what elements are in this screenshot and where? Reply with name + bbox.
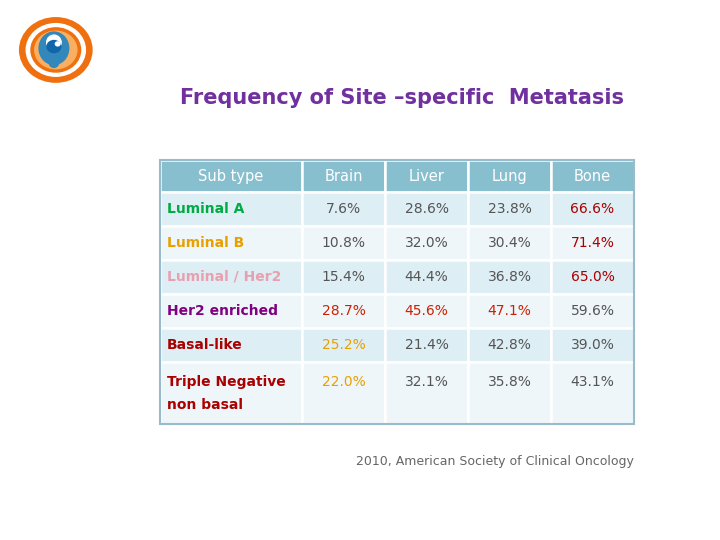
Text: Brain: Brain [324,168,363,184]
Circle shape [55,41,60,46]
Text: 30.4%: 30.4% [487,236,531,250]
FancyBboxPatch shape [385,192,468,226]
Text: Luminal A: Luminal A [167,201,244,215]
FancyBboxPatch shape [385,328,468,362]
Text: 35.8%: 35.8% [487,375,531,389]
FancyBboxPatch shape [302,160,385,192]
Text: 32.0%: 32.0% [405,236,449,250]
FancyBboxPatch shape [551,328,634,362]
Text: 66.6%: 66.6% [570,201,615,215]
FancyBboxPatch shape [551,362,634,424]
FancyBboxPatch shape [302,260,385,294]
FancyBboxPatch shape [551,294,634,328]
Text: Her2 enriched: Her2 enriched [167,304,278,318]
FancyBboxPatch shape [160,328,302,362]
Ellipse shape [30,27,81,73]
Text: 44.4%: 44.4% [405,270,449,284]
Text: 2010, American Society of Clinical Oncology: 2010, American Society of Clinical Oncol… [356,455,634,468]
Ellipse shape [34,31,78,69]
Text: 39.0%: 39.0% [571,338,614,352]
Text: Basal-like: Basal-like [167,338,243,352]
FancyBboxPatch shape [468,362,551,424]
FancyBboxPatch shape [302,192,385,226]
Text: Luminal B: Luminal B [167,236,244,250]
Text: Frequency of Site –specific  Metatasis: Frequency of Site –specific Metatasis [181,87,624,107]
FancyBboxPatch shape [302,226,385,260]
Text: 42.8%: 42.8% [487,338,531,352]
FancyBboxPatch shape [385,362,468,424]
Text: 28.6%: 28.6% [405,201,449,215]
FancyBboxPatch shape [468,260,551,294]
Text: 43.1%: 43.1% [571,375,614,389]
Text: 45.6%: 45.6% [405,304,449,318]
Text: 25.2%: 25.2% [322,338,366,352]
Ellipse shape [46,35,62,51]
Text: Bone: Bone [574,168,611,184]
FancyBboxPatch shape [302,362,385,424]
FancyBboxPatch shape [468,328,551,362]
FancyBboxPatch shape [160,294,302,328]
FancyBboxPatch shape [302,294,385,328]
Text: non basal: non basal [167,398,243,412]
FancyBboxPatch shape [160,226,302,260]
Text: 28.7%: 28.7% [322,304,366,318]
FancyBboxPatch shape [385,226,468,260]
Text: 7.6%: 7.6% [326,201,361,215]
FancyBboxPatch shape [468,294,551,328]
Circle shape [46,40,61,53]
FancyBboxPatch shape [551,260,634,294]
FancyBboxPatch shape [385,260,468,294]
Text: Triple Negative: Triple Negative [167,375,286,389]
Ellipse shape [26,23,86,77]
Text: Sub type: Sub type [198,168,264,184]
FancyBboxPatch shape [468,192,551,226]
FancyBboxPatch shape [468,160,551,192]
FancyBboxPatch shape [551,160,634,192]
FancyBboxPatch shape [160,260,302,294]
Text: 23.8%: 23.8% [487,201,531,215]
Text: 32.1%: 32.1% [405,375,449,389]
FancyBboxPatch shape [302,328,385,362]
FancyBboxPatch shape [385,294,468,328]
FancyBboxPatch shape [160,362,302,424]
FancyBboxPatch shape [160,192,302,226]
Ellipse shape [19,17,93,83]
Ellipse shape [38,31,69,65]
Text: 65.0%: 65.0% [571,270,614,284]
Text: 21.4%: 21.4% [405,338,449,352]
Text: Luminal / Her2: Luminal / Her2 [167,270,282,284]
Text: 47.1%: 47.1% [487,304,531,318]
FancyBboxPatch shape [385,160,468,192]
FancyBboxPatch shape [551,226,634,260]
FancyBboxPatch shape [551,192,634,226]
FancyBboxPatch shape [468,226,551,260]
Text: 22.0%: 22.0% [322,375,366,389]
Text: 15.4%: 15.4% [322,270,366,284]
FancyBboxPatch shape [160,160,302,192]
Text: Liver: Liver [409,168,444,184]
Ellipse shape [48,56,60,68]
Text: 36.8%: 36.8% [487,270,531,284]
Text: Lung: Lung [492,168,528,184]
Text: 59.6%: 59.6% [570,304,615,318]
Text: 10.8%: 10.8% [322,236,366,250]
Text: 71.4%: 71.4% [571,236,614,250]
